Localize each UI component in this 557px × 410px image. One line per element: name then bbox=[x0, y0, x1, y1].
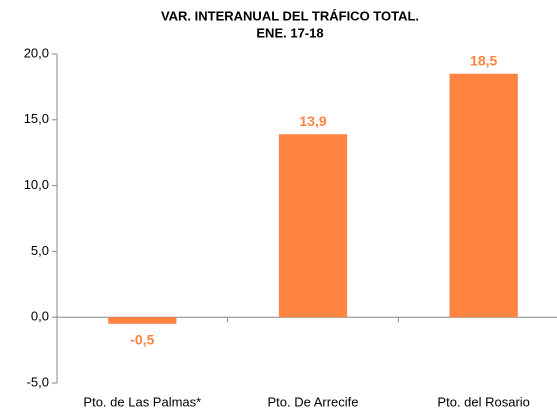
bar bbox=[278, 134, 348, 318]
x-tick-label: Pto. de Las Palmas* bbox=[83, 394, 201, 409]
y-tick-label: -5,0 bbox=[27, 374, 49, 389]
bar bbox=[108, 317, 177, 324]
x-tick-label: Pto. De Arrecife bbox=[267, 394, 358, 409]
x-tick-label: Pto. del Rosario bbox=[437, 394, 530, 409]
y-tick-label: 15,0 bbox=[24, 111, 49, 126]
chart-title: VAR. INTERANUAL DEL TRÁFICO TOTAL. bbox=[161, 8, 419, 23]
y-tick-label: 0,0 bbox=[31, 309, 49, 324]
value-label: -0,5 bbox=[130, 331, 154, 347]
value-label: 18,5 bbox=[470, 52, 497, 68]
chart-subtitle: ENE. 17-18 bbox=[256, 25, 323, 40]
value-label: 13,9 bbox=[299, 113, 326, 129]
y-tick-label: 10,0 bbox=[24, 177, 49, 192]
y-tick-label: 5,0 bbox=[31, 243, 49, 258]
bar bbox=[449, 73, 518, 318]
y-tick-label: 20,0 bbox=[24, 45, 49, 60]
